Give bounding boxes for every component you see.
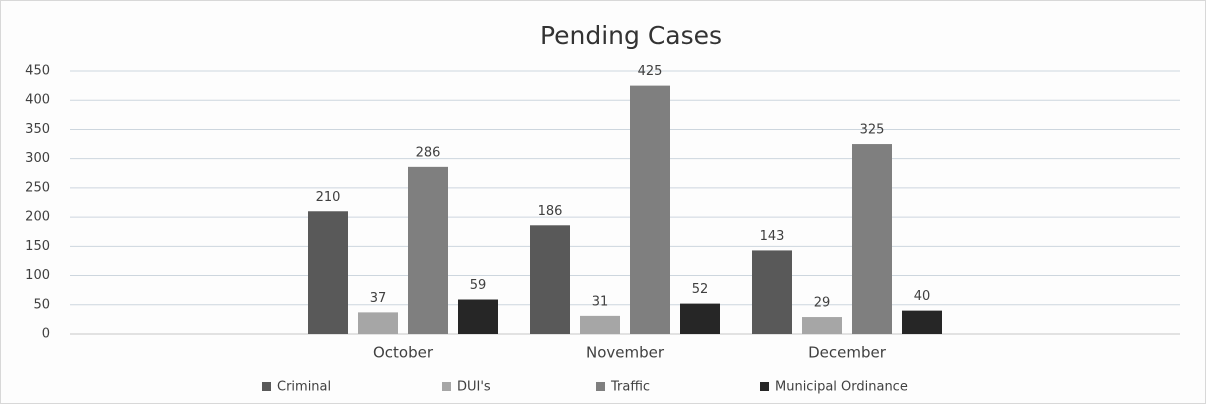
bar xyxy=(308,211,348,334)
value-label: 31 xyxy=(592,294,609,309)
value-label: 210 xyxy=(316,190,341,205)
value-label: 325 xyxy=(860,123,885,138)
x-tick-label: November xyxy=(586,344,665,362)
legend-swatch xyxy=(760,382,769,391)
bar xyxy=(458,299,498,334)
y-tick-label: 250 xyxy=(25,180,50,195)
y-tick-label: 100 xyxy=(25,268,50,283)
value-label: 425 xyxy=(638,64,663,79)
bar xyxy=(680,303,720,334)
legend-label: Municipal Ordinance xyxy=(775,380,908,395)
legend-label: Criminal xyxy=(277,380,331,395)
value-label: 29 xyxy=(814,296,831,311)
y-tick-label: 50 xyxy=(33,297,50,312)
bar xyxy=(580,315,620,334)
legend-swatch xyxy=(442,382,451,391)
chart-title: Pending Cases xyxy=(540,21,722,50)
value-label: 40 xyxy=(914,289,931,304)
y-tick-label: 300 xyxy=(25,151,50,166)
y-tick-label: 200 xyxy=(25,210,50,225)
bar xyxy=(630,85,670,334)
value-label: 37 xyxy=(370,291,387,306)
bar xyxy=(752,250,792,334)
y-tick-label: 400 xyxy=(25,93,50,108)
bar xyxy=(408,166,448,334)
value-label: 186 xyxy=(538,204,563,219)
value-label: 143 xyxy=(760,229,785,244)
y-tick-label: 0 xyxy=(42,327,50,342)
value-label: 59 xyxy=(470,278,487,293)
bar xyxy=(902,310,942,334)
legend-swatch xyxy=(596,382,605,391)
legend-label: Traffic xyxy=(610,380,650,395)
bar xyxy=(530,225,570,334)
bar xyxy=(852,144,892,334)
value-label: 286 xyxy=(416,145,441,160)
legend-label: DUI's xyxy=(457,380,491,395)
bar xyxy=(358,312,398,334)
legend-swatch xyxy=(262,382,271,391)
x-tick-label: December xyxy=(808,344,887,362)
x-tick-label: October xyxy=(373,344,434,362)
value-label: 52 xyxy=(692,282,709,297)
y-tick-label: 450 xyxy=(25,64,50,79)
y-tick-label: 350 xyxy=(25,122,50,137)
bar xyxy=(802,317,842,334)
y-tick-label: 150 xyxy=(25,239,50,254)
